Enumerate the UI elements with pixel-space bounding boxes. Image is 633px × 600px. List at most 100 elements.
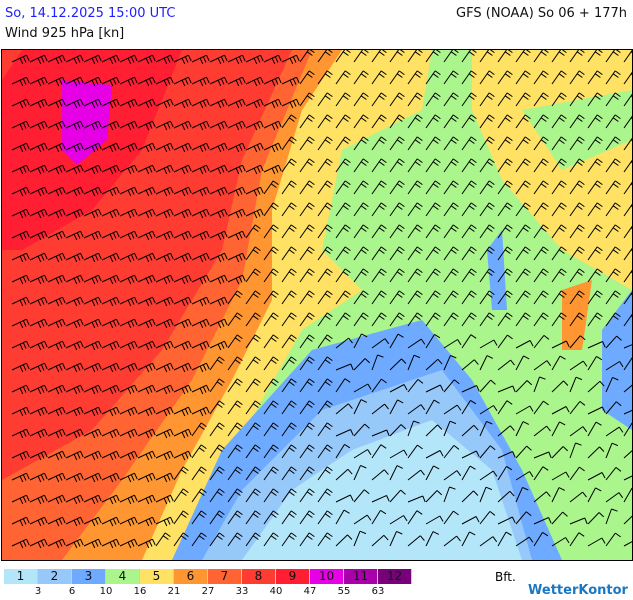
wind-barb (227, 356, 243, 371)
wind-barb (83, 318, 102, 329)
wind-barb (11, 54, 30, 65)
wind-barb (497, 114, 513, 129)
wind-barb (461, 92, 477, 107)
wind-barb (425, 424, 443, 437)
wind-barb (227, 532, 243, 547)
wind-barb (443, 50, 459, 63)
wind-barb (29, 230, 48, 241)
legend-class-8: 8 (242, 569, 276, 584)
wind-barb (479, 246, 495, 261)
wind-barb (569, 290, 585, 305)
wind-barb (173, 428, 192, 439)
wind-barb (389, 530, 403, 547)
wind-barb (29, 318, 48, 329)
wind-barb (605, 312, 621, 327)
wind-barb (515, 355, 530, 371)
wind-barb (65, 340, 84, 351)
wind-barb (173, 186, 192, 197)
wind-barb (479, 312, 495, 327)
wind-barb (191, 384, 210, 395)
wind-barb (209, 340, 228, 351)
wind-barb (29, 472, 48, 483)
wind-barb (227, 422, 243, 437)
wind-barb (83, 538, 102, 549)
wind-barb (407, 202, 423, 217)
legend-tick: 3 (34, 586, 42, 597)
wind-barb (605, 136, 621, 151)
wind-barb (605, 361, 624, 371)
wind-barb (587, 472, 606, 481)
wind-barb (83, 208, 102, 219)
wind-barb (155, 318, 174, 329)
wind-barb (47, 340, 66, 351)
wind-barb (461, 531, 476, 547)
wind-barb (479, 445, 496, 459)
wind-barb (65, 98, 84, 109)
wind-barb (389, 465, 404, 481)
wind-barb (47, 208, 66, 219)
wind-barb (227, 98, 246, 109)
wind-barb (299, 246, 315, 261)
wind-barb (191, 208, 210, 219)
wind-barb (551, 268, 567, 283)
wind-barb (173, 296, 192, 307)
wind-barb (479, 202, 495, 217)
wind-barb (551, 246, 567, 261)
wind-barb (245, 98, 264, 109)
wind-barb (317, 50, 333, 63)
wind-barb (371, 50, 387, 63)
wind-barb (83, 230, 102, 241)
wind-barb (317, 92, 333, 107)
wind-barb (83, 142, 102, 153)
wind-barb (443, 114, 459, 129)
wind-barb (137, 340, 156, 351)
wind-barb (479, 536, 498, 547)
wind-barb (191, 532, 207, 547)
wind-barb (29, 186, 48, 197)
wind-barb (65, 318, 84, 329)
wind-barb (425, 114, 441, 129)
wind-barb (209, 378, 225, 393)
wind-barb (389, 114, 405, 129)
wind-barb (587, 355, 603, 371)
wind-barb (569, 246, 585, 261)
wind-barb (389, 136, 405, 151)
wind-barb (173, 450, 192, 461)
wind-barb (245, 488, 261, 503)
wind-barb (137, 296, 156, 307)
wind-barb (497, 246, 513, 261)
wind-barb (263, 356, 279, 371)
wind-barb (119, 296, 138, 307)
wind-barb (569, 312, 585, 327)
wind-barb (245, 378, 261, 393)
wind-barb (47, 274, 66, 285)
wind-barb (209, 164, 228, 175)
legend-tick: 27 (201, 586, 215, 597)
wind-barb (497, 136, 513, 151)
wind-barb (515, 92, 531, 107)
wind-barb (569, 202, 585, 217)
wind-barb (551, 114, 567, 129)
wind-barb (425, 290, 441, 305)
wind-barb (281, 202, 297, 217)
wind-barb (605, 442, 619, 459)
wind-barb (443, 290, 459, 305)
wind-barb (29, 76, 48, 87)
wind-barb (65, 120, 84, 131)
wind-barb (407, 224, 423, 239)
wind-barb (65, 428, 84, 439)
wind-barb (443, 420, 457, 437)
wind-barb (263, 488, 279, 503)
wind-barb (605, 202, 621, 217)
wind-barb (173, 466, 189, 481)
legend-class-5: 5 (140, 569, 174, 584)
wind-barb (407, 495, 426, 503)
wind-barb (65, 208, 84, 219)
wind-barb (29, 208, 48, 219)
wind-barb (353, 224, 369, 239)
wind-barb (479, 268, 495, 283)
wind-barb (605, 467, 622, 481)
wind-barb (623, 181, 632, 195)
wind-barb (479, 180, 495, 195)
wind-barb (155, 54, 174, 65)
